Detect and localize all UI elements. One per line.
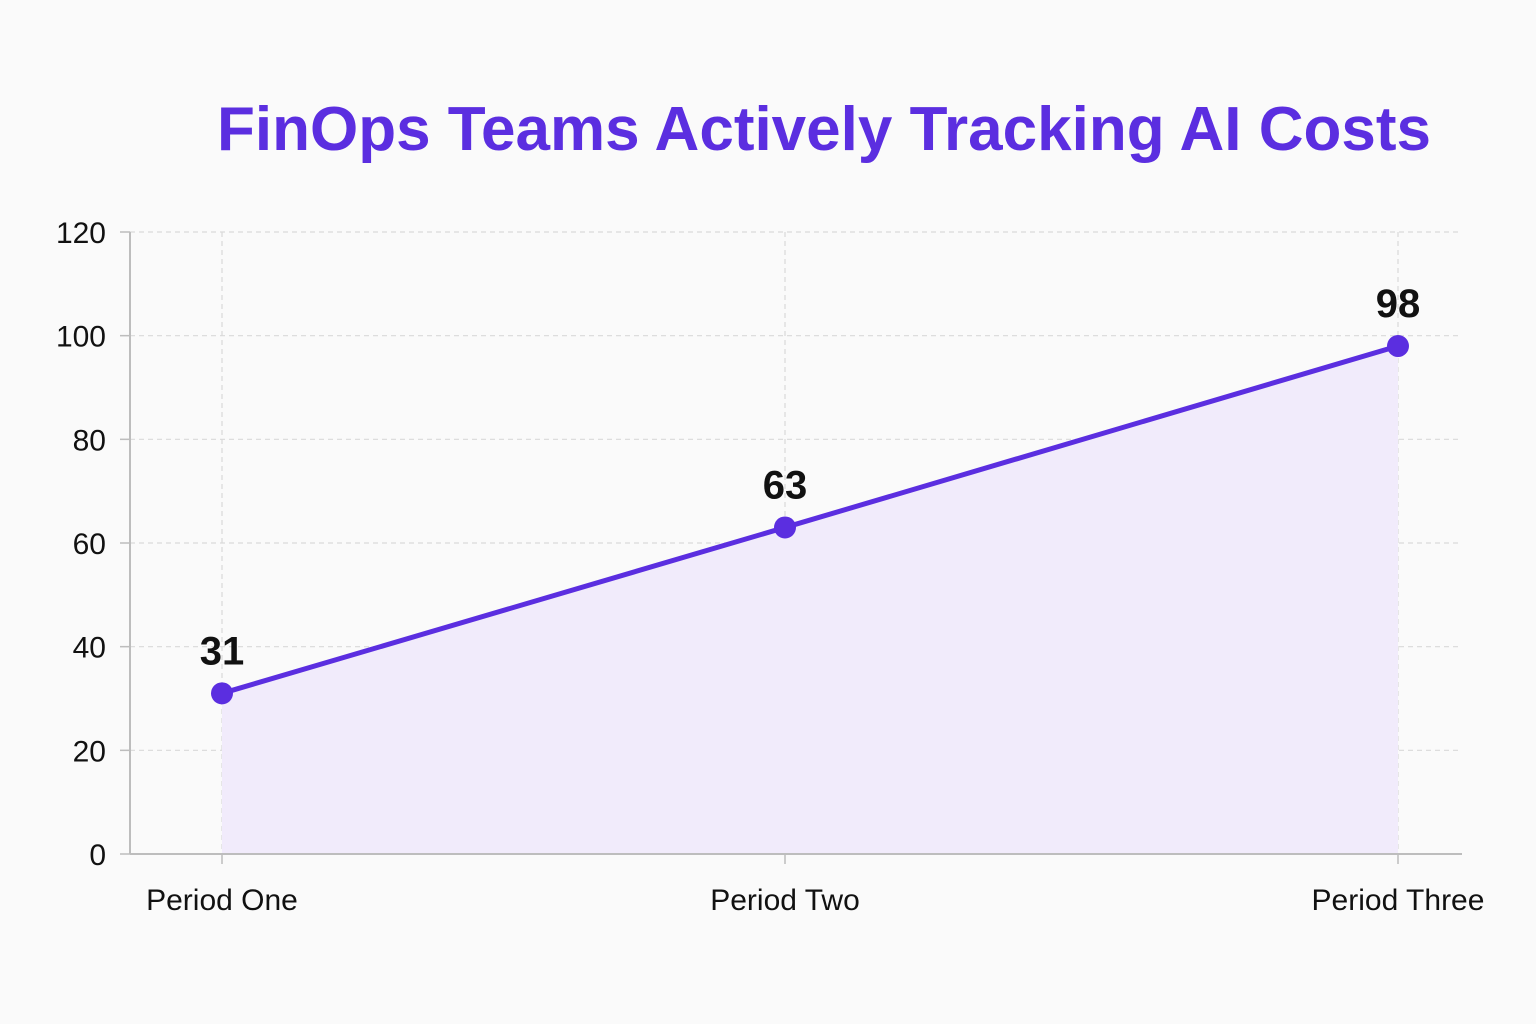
x-category-label: Period Three [1312, 884, 1485, 917]
data-label: 31 [200, 629, 245, 673]
data-label: 98 [1376, 282, 1421, 326]
y-tick-labels: 0 20 40 60 80 100 120 [56, 217, 130, 872]
y-tick-label: 80 [73, 424, 106, 457]
y-tick-label: 60 [73, 528, 106, 561]
y-tick-label: 20 [73, 735, 106, 768]
data-point [1387, 335, 1409, 358]
area-fill [222, 346, 1398, 854]
y-tick-label: 100 [56, 321, 106, 354]
data-point [774, 516, 796, 539]
x-category-label: Period Two [710, 884, 860, 917]
data-label: 63 [763, 463, 808, 507]
y-tick-label: 120 [56, 217, 106, 250]
y-tick-label: 40 [73, 632, 106, 665]
chart-title: FinOps Teams Actively Tracking AI Costs [217, 95, 1431, 164]
data-points: 31 63 98 [200, 282, 1421, 705]
y-tick-label: 0 [89, 839, 106, 872]
x-category-labels: Period One Period Two Period Three [146, 854, 1484, 917]
x-category-label: Period One [146, 884, 298, 917]
data-point [211, 682, 233, 705]
